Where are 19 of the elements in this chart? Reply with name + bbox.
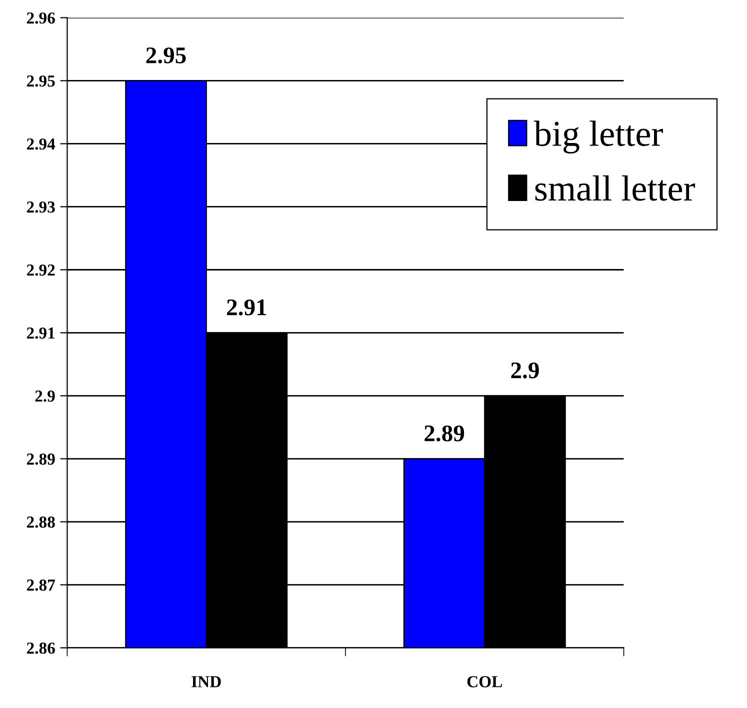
legend-label: small letter [535,175,696,201]
y-tick-label: 2.88 [26,516,55,528]
y-tick-label: 2.86 [26,642,55,654]
y-tick-label: 2.87 [26,580,56,591]
data-label: 2.91 [227,299,266,316]
y-tick-label: 2.9 [35,390,55,402]
data-label: 2.95 [146,47,186,64]
y-tick-label: 2.91 [26,328,55,339]
y-tick-label: 2.92 [26,264,55,276]
y-tick-label: 2.93 [26,201,55,213]
data-label: 2.9 [511,362,539,378]
y-tick-label: 2.95 [26,75,55,87]
x-tick-label: COL [467,676,502,688]
x-tick-label: IND [192,676,221,688]
y-tick-label: 2.89 [26,453,55,465]
data-label: 2.89 [424,425,464,442]
y-tick-label: 2.96 [26,12,55,24]
legend-label: big letter [534,120,663,154]
y-tick-label: 2.94 [26,138,56,150]
